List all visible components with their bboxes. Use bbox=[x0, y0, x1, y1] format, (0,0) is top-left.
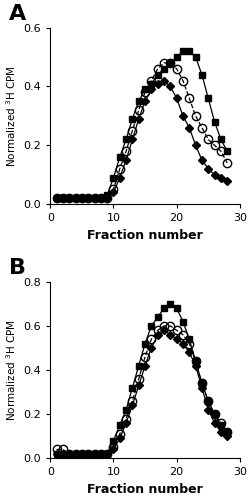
Y-axis label: Normalized $^3$H CPM: Normalized $^3$H CPM bbox=[4, 65, 18, 167]
Y-axis label: Normalized $^3$H CPM: Normalized $^3$H CPM bbox=[4, 319, 18, 421]
X-axis label: Fraction number: Fraction number bbox=[87, 228, 202, 241]
Text: B: B bbox=[8, 258, 25, 278]
X-axis label: Fraction number: Fraction number bbox=[87, 483, 202, 496]
Text: A: A bbox=[8, 4, 26, 24]
